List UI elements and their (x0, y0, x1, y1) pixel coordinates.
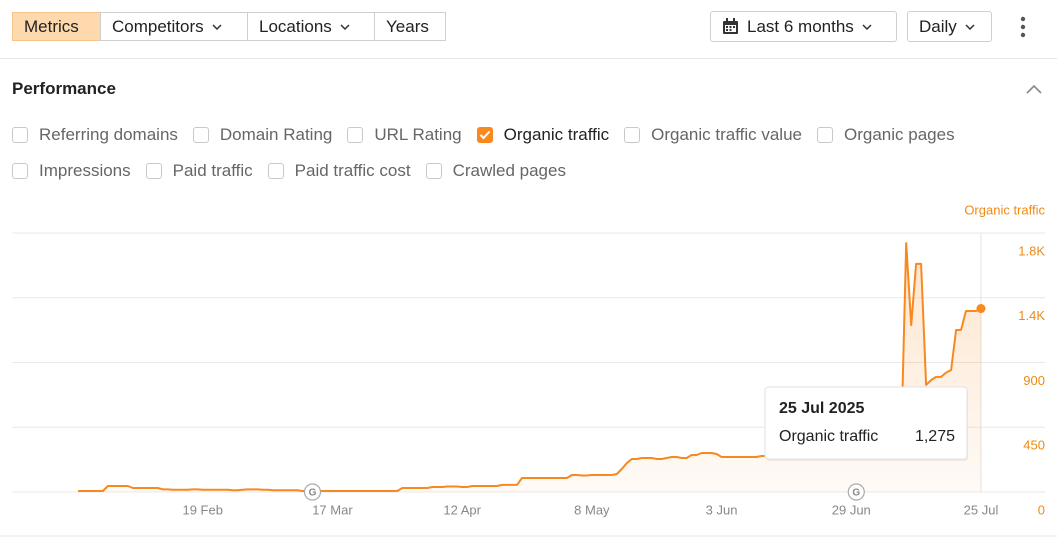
metric-toggle[interactable]: Organic pages (817, 122, 955, 148)
metric-label: Domain Rating (219, 125, 333, 144)
metric-label: Organic traffic value (651, 125, 802, 144)
y-tick-label: 450 (1023, 438, 1045, 453)
chart: Organic traffic 0 450 900 1.4K 1.8K 19 Feb 17 … (0, 202, 1057, 537)
chevron (212, 23, 222, 30)
more-menu[interactable] (1016, 16, 1030, 38)
chevron (965, 23, 975, 30)
checkbox[interactable] (12, 127, 28, 143)
y-tick-label: 1.8K (1018, 243, 1045, 258)
calendar-icon (723, 18, 738, 34)
metric-toggle[interactable]: Impressions (12, 158, 131, 184)
checkbox[interactable] (192, 127, 209, 143)
annotation-marker: G (847, 483, 865, 501)
y-axis-label: Organic traffic (964, 202, 1045, 217)
date-range-button[interactable]: Last 6 months (710, 11, 897, 42)
checkbox[interactable] (267, 163, 284, 179)
checkbox[interactable] (145, 163, 162, 179)
tooltip-box (764, 386, 968, 460)
y-tick-label: 900 (1023, 373, 1045, 388)
tooltip: 25 Jul 2025 Organic traffic 1,275 (764, 386, 968, 461)
date-range-label: Last 6 months (747, 16, 854, 36)
tooltip-title: 25 Jul 2025 (779, 400, 865, 417)
metric-label: Organic traffic (503, 125, 610, 144)
metric-toggle[interactable]: Organic traffic (476, 122, 610, 148)
metric-toggles: Referring domains Domain Rating URL Rating… (12, 122, 1052, 184)
x-tick-label: 29 Jun (832, 502, 871, 517)
hover-point (976, 304, 986, 314)
checkbox[interactable] (624, 127, 641, 143)
collapse-chevron[interactable] (1026, 84, 1042, 94)
tab-metrics[interactable]: Metrics (12, 12, 101, 41)
tab-years[interactable]: Years (374, 12, 446, 41)
interval-button[interactable]: Daily (907, 11, 992, 42)
annotation-label: G (309, 488, 317, 499)
metric-toggle[interactable]: URL Rating (347, 122, 462, 148)
annotation-marker: G (303, 483, 322, 501)
annotation-circle (847, 483, 865, 501)
x-tick-label: 12 Apr (443, 502, 481, 517)
metric-toggle[interactable]: Organic traffic value (624, 122, 802, 148)
checkbox[interactable] (817, 127, 833, 143)
check-mark (479, 130, 490, 140)
metric-toggle[interactable]: Referring domains (12, 122, 178, 148)
checkbox[interactable] (347, 127, 364, 143)
tab-locations[interactable]: Locations (247, 12, 375, 41)
area-fill (78, 243, 981, 492)
metric-label: Crawled pages (452, 161, 566, 180)
metric-label: Paid traffic cost (294, 161, 411, 180)
interval-label: Daily (919, 16, 957, 36)
metric-toggle[interactable]: Paid traffic cost (267, 158, 411, 184)
x-tick-label: 19 Feb (182, 502, 222, 517)
metric-toggle[interactable]: Paid traffic (145, 158, 253, 184)
tab-label: Locations (259, 16, 332, 36)
tab-competitors[interactable]: Competitors (100, 12, 248, 41)
x-tick-label: 17 Mar (312, 502, 353, 517)
tooltip-series: Organic traffic (779, 428, 878, 445)
chevron (862, 23, 872, 30)
checkbox[interactable] (425, 163, 442, 179)
metric-label: Paid traffic (172, 161, 253, 180)
metric-label: Organic pages (844, 125, 955, 144)
checkbox[interactable] (476, 127, 493, 143)
metric-toggle[interactable]: Crawled pages (425, 158, 566, 184)
tab-label: Competitors (112, 16, 204, 36)
checkbox[interactable] (12, 163, 28, 179)
metric-label: URL Rating (374, 125, 462, 144)
y-tick-label: 1.4K (1018, 308, 1045, 323)
section-title: Performance (12, 79, 116, 98)
chevron (340, 23, 350, 30)
annotation-label: G (852, 488, 860, 499)
x-tick-label: 3 Jun (706, 502, 738, 517)
x-tick-label: 25 Jul (964, 502, 999, 517)
y-tick-label: 0 (1038, 502, 1045, 517)
metric-toggle[interactable]: Domain Rating (192, 122, 333, 148)
metric-label: Impressions (39, 161, 131, 180)
tab-label: Years (386, 16, 429, 36)
annotation-circle (303, 483, 322, 501)
tab-label: Metrics (24, 16, 79, 36)
divider (0, 58, 1057, 59)
metric-label: Referring domains (39, 125, 178, 144)
tooltip-value: 1,275 (915, 428, 955, 445)
x-tick-label: 8 May (574, 502, 610, 517)
